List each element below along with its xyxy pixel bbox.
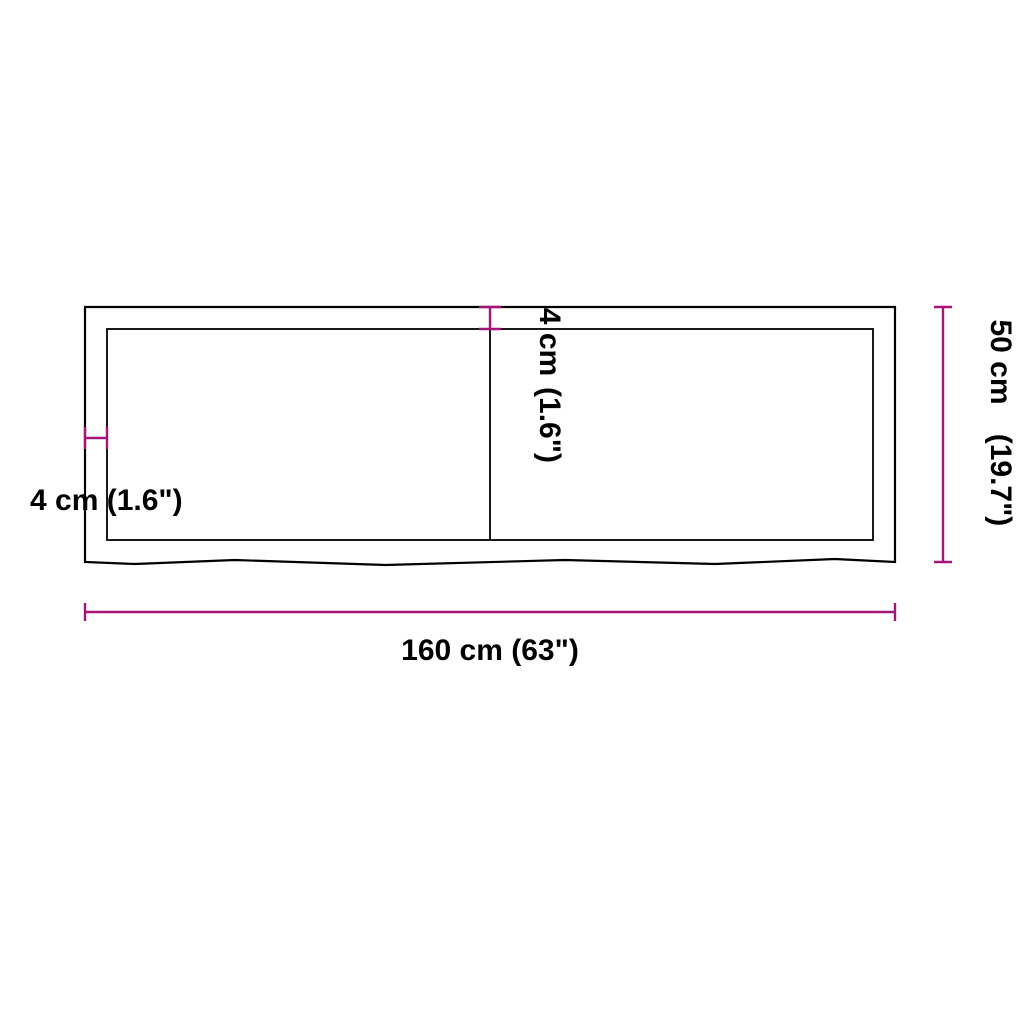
label-gap-top-line2: (1.6") (533, 387, 566, 463)
label-gap-top-line1: 4 cm (533, 308, 566, 376)
label-gap-left: 4 cm (1.6") (30, 484, 183, 517)
label-width: 160 cm (63") (401, 634, 579, 667)
label-height-line2: (19.7") (984, 434, 1017, 527)
label-height-line1: 50 cm (984, 319, 1017, 404)
